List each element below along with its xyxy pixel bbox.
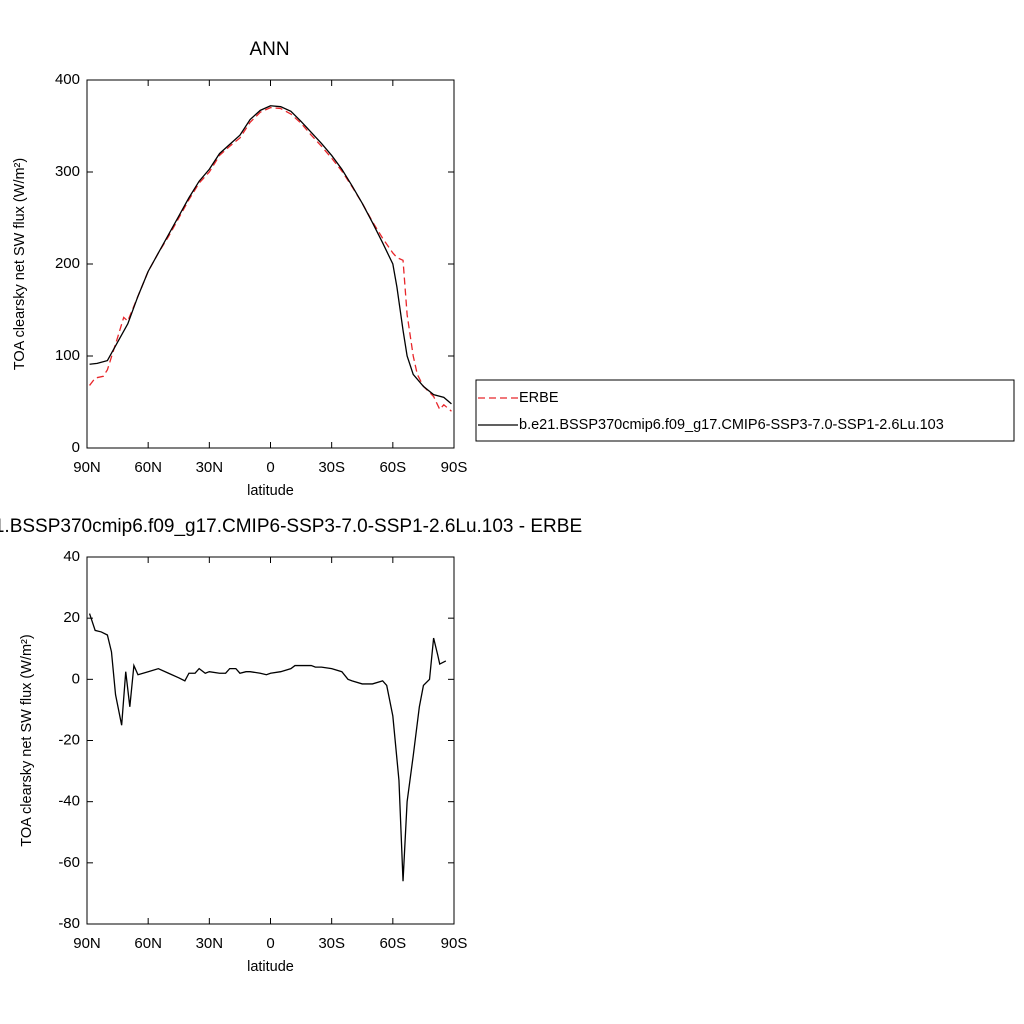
plot-frame [86,79,455,449]
y-tick-label: 400 [55,71,80,88]
y-tick-label: 20 [63,609,80,626]
x-tick-label: 0 [266,935,274,952]
y-tick-label: -40 [58,793,80,810]
y-tick-label: -80 [58,915,80,932]
legend-label: b.e21.BSSP370cmip6.f09_g17.CMIP6-SSP3-7.… [519,417,944,433]
line-series [89,106,452,412]
x-tick-label: 30N [196,459,224,476]
x-tick-label: 90N [73,935,101,952]
x-tick-label: 0 [266,459,274,476]
chart-title: b.e21.BSSP370cmip6.f09_g17.CMIP6-SSP3-7.… [0,516,582,537]
x-tick-label: 90S [441,459,468,476]
y-tick-label: 200 [55,255,80,272]
x-axis-label: latitude [247,483,294,499]
x-tick-label: 30S [318,459,345,476]
x-axis-label: latitude [247,959,294,975]
y-axis-label: TOA clearsky net SW flux (W/m²) [19,634,35,846]
y-tick-label: -60 [58,854,80,871]
y-tick-label: 40 [63,548,80,565]
x-tick-label: 60N [134,935,162,952]
legend-box [475,379,1015,442]
legend-label: ERBE [519,390,559,406]
line-series [88,613,447,882]
x-tick-label: 30S [318,935,345,952]
y-tick-label: -20 [58,731,80,748]
y-axis-label: TOA clearsky net SW flux (W/m²) [12,158,28,370]
x-tick-label: 30N [196,935,224,952]
x-tick-label: 60N [134,459,162,476]
y-tick-label: 0 [72,670,80,687]
x-tick-label: 60S [379,935,406,952]
x-tick-label: 90N [73,459,101,476]
chart-title: ANN [249,39,289,60]
line-series [89,105,452,405]
y-tick-label: 100 [55,347,80,364]
x-tick-label: 60S [379,459,406,476]
x-tick-label: 90S [441,935,468,952]
plot-frame [86,556,455,925]
y-tick-label: 0 [72,439,80,456]
y-tick-label: 300 [55,163,80,180]
